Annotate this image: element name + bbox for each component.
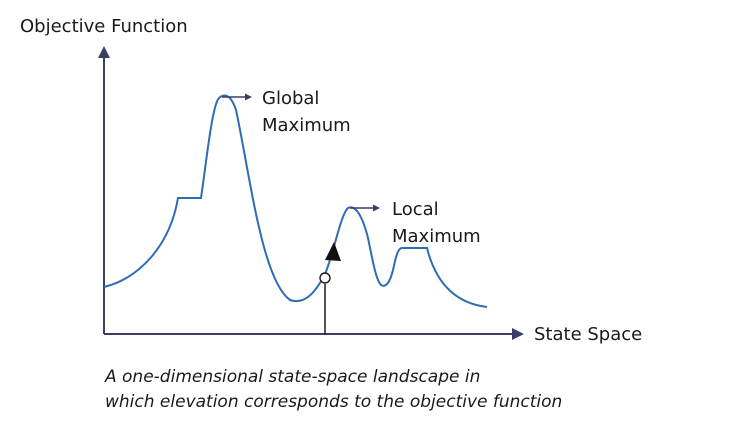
caption-line2: which elevation corresponds to the objec… (105, 392, 562, 412)
y-axis-label: Objective Function (20, 16, 188, 37)
global-max-label-line1: Global (262, 88, 319, 109)
current-state-direction-arrow (325, 242, 341, 261)
local-max-label-line2: Maximum (392, 226, 481, 247)
y-axis-arrowhead (98, 46, 110, 58)
global-max-label-line2: Maximum (262, 115, 351, 136)
global-max-pointer-arrowhead (245, 93, 252, 101)
local-max-pointer-arrowhead (373, 204, 380, 212)
local-max-label-line1: Local (392, 199, 439, 220)
x-axis-label: State Space (534, 324, 642, 345)
current-state-marker (319, 272, 331, 284)
caption-line1: A one-dimensional state-space landscape … (104, 367, 480, 387)
x-axis-arrowhead (512, 328, 524, 340)
